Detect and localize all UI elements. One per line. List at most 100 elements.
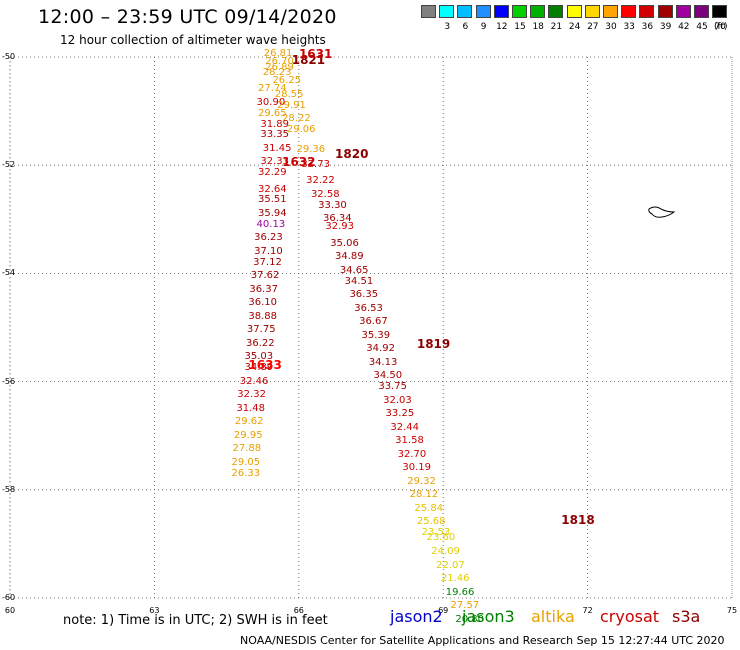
wave-height-value: 29.95	[233, 429, 263, 441]
wave-height-value: 27.57	[450, 600, 480, 612]
satellite-legend-entry: altika	[531, 607, 575, 626]
scale-label: 30	[605, 22, 617, 32]
wave-height-value: 24.09	[431, 546, 460, 557]
scale-label: 39	[659, 22, 672, 32]
wave-height-value: 25.68	[416, 516, 446, 528]
wave-height-value: 30.19	[402, 462, 432, 474]
wave-height-value: 37.10	[254, 245, 283, 257]
pass-time-label: 1819	[416, 336, 451, 351]
wave-height-value: 32.29	[257, 167, 287, 179]
lat-label: -50	[2, 52, 16, 61]
wave-height-value: 33.25	[385, 408, 415, 420]
scale-swatch	[657, 5, 673, 18]
scale-swatch	[694, 5, 709, 18]
wave-height-value: 25.84	[414, 502, 444, 514]
satellite-legend-entry: s3a	[672, 607, 701, 626]
pass-time-label: 1631	[298, 47, 333, 62]
wave-height-value: 34.92	[366, 343, 395, 355]
lon-label: 69	[438, 606, 449, 615]
wave-height-value: 34.51	[344, 275, 374, 287]
wave-height-value: 28.23	[262, 67, 292, 79]
wave-height-value: 31.89	[260, 118, 290, 130]
wave-height-value: 37.75	[246, 324, 276, 336]
scale-swatch	[457, 5, 473, 18]
wave-height-value: 31.45	[262, 142, 292, 154]
wave-height-value: 36.35	[349, 289, 379, 301]
wave-height-value: 33.30	[318, 199, 347, 211]
wave-height-value: 35.06	[330, 237, 359, 249]
wave-height-value: 26.89	[265, 61, 294, 73]
wave-height-value: 29.91	[277, 99, 306, 111]
wave-height-value: 36.34	[322, 213, 352, 225]
wave-height-value: 23.53	[421, 527, 451, 539]
scale-label: 9	[480, 22, 487, 32]
lon-label: 66	[293, 606, 304, 615]
wave-height-value: 34.50	[373, 370, 403, 382]
wave-height-value: 26.70	[265, 56, 294, 68]
wave-height-value: 32.33	[260, 156, 290, 168]
wave-height-value: 32.32	[237, 389, 266, 401]
scale-swatch	[439, 5, 455, 18]
wave-height-value: 32.58	[310, 188, 340, 200]
lat-label: -54	[2, 268, 16, 278]
wave-height-value: 27.74	[257, 83, 287, 95]
lon-label: 63	[149, 606, 160, 615]
wave-height-value: 36.10	[248, 297, 278, 309]
pass-time-label: 1632	[282, 155, 316, 170]
wave-height-value: 32.73	[301, 159, 330, 171]
lat-label: -52	[2, 160, 16, 170]
wave-height-value: 29.32	[407, 475, 436, 487]
pass-time-label: 1820	[335, 147, 369, 162]
satellite-legend-entry: jason2	[390, 607, 443, 626]
scale-label: 70	[714, 22, 726, 32]
wave-height-value: 27.88	[232, 443, 262, 455]
wave-height-value: 32.22	[306, 175, 335, 187]
scale-label: 42	[678, 22, 690, 32]
wave-height-value: 38.88	[248, 310, 278, 322]
scale-swatch	[621, 5, 637, 18]
wave-height-value: 31.58	[395, 435, 424, 447]
wave-height-value: 28.12	[409, 489, 439, 501]
wave-height-value: 33.75	[378, 381, 407, 392]
scale-swatch	[603, 5, 618, 18]
wave-height-value: 23.60	[426, 532, 456, 544]
wave-height-value: 28.22	[282, 113, 311, 125]
scale-label: 18	[532, 22, 544, 32]
wave-height-value: 32.46	[239, 375, 269, 387]
wave-height-value: 21.46	[440, 573, 470, 585]
scale-label: 12	[496, 22, 508, 32]
wave-height-value: 29.62	[234, 416, 264, 428]
scale-label: 24	[568, 22, 581, 32]
scale-swatch	[675, 5, 691, 18]
footer-credit: NOAA/NESDIS Center for Satellite Applica…	[240, 634, 725, 647]
wave-height-value: 32.44	[390, 421, 420, 433]
scale-label: 33	[623, 22, 635, 32]
wave-height-value: 28.55	[274, 88, 304, 100]
scale-swatch	[639, 5, 655, 18]
wave-height-value: 26.81	[263, 48, 293, 60]
wave-height-value: 35.51	[257, 194, 287, 206]
wave-height-value: 29.05	[231, 456, 261, 468]
lon-label: 60	[4, 606, 16, 615]
satellite-legend-entry: jason3	[462, 607, 515, 626]
wave-height-value: 32.03	[383, 394, 412, 406]
scale-swatch	[475, 5, 491, 18]
scale-label: 21	[550, 22, 563, 32]
wave-height-value: 35.03	[244, 351, 274, 363]
wave-height-value: 36.22	[245, 337, 275, 349]
wave-height-value: 36.53	[354, 302, 383, 314]
wave-height-value: 36.23	[254, 232, 283, 244]
lat-label: -60	[2, 593, 16, 602]
wave-height-value: 29.06	[286, 124, 316, 136]
scale-label: 45	[696, 22, 708, 32]
wave-height-value: 29.65	[257, 107, 287, 119]
wave-height-value: 35.39	[361, 329, 391, 341]
scale-label: 6	[462, 22, 469, 32]
scale-swatch	[712, 5, 728, 18]
scale-swatch	[548, 5, 564, 18]
wave-height-value: 32.93	[325, 221, 355, 233]
scale-swatch	[530, 5, 546, 18]
satellite-legend-entry: cryosat	[600, 607, 660, 626]
wave-height-value: 22.07	[436, 559, 465, 571]
